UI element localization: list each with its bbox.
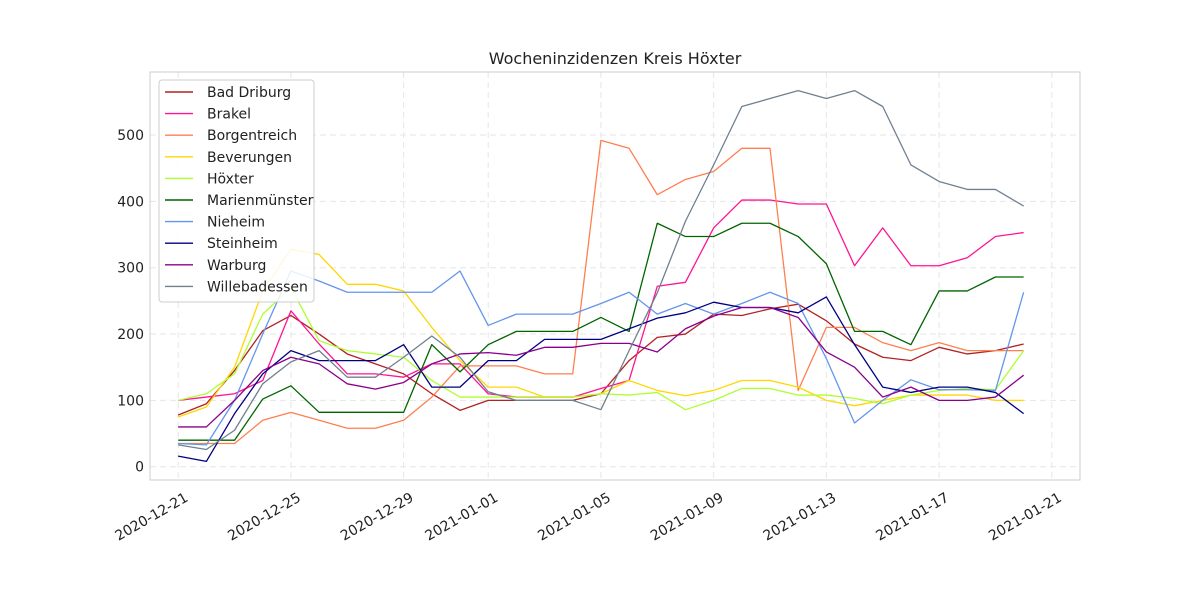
series-line-borgentreich (178, 139, 1024, 445)
y-tick-label: 200 (117, 327, 144, 343)
legend-label: Nieheim (207, 215, 265, 231)
series-line-steinheim (178, 296, 1025, 463)
series-line-marienm-nster (178, 222, 1024, 441)
series-line-willebadessen (178, 89, 1024, 451)
legend: Bad Driburg Brakel Borgentreich Beverungen H… (158, 79, 315, 303)
legend-label: Höxter (207, 171, 254, 187)
legend-label: Steinheim (207, 236, 278, 252)
y-axis-ticks: 0 100 200 300 400 500 (117, 128, 144, 476)
legend-label: Willebadessen (207, 279, 308, 295)
series-line-warburg (178, 306, 1025, 428)
legend-label: Beverungen (207, 150, 292, 166)
y-tick-label: 300 (117, 261, 144, 277)
plot-frame (149, 71, 1081, 481)
y-tick-label: 0 (135, 460, 144, 476)
y-tick-label: 100 (117, 393, 144, 409)
legend-box (158, 79, 315, 303)
series-line-nieheim (178, 270, 1025, 446)
chart-title: Wocheninzidenzen Kreis Höxter (489, 49, 742, 68)
y-tick-label: 500 (117, 128, 144, 144)
legend-label: Borgentreich (207, 128, 297, 144)
legend-label: Warburg (207, 258, 266, 274)
y-tick-label: 400 (117, 194, 144, 210)
series-line-h-xter (178, 286, 1025, 411)
series-lines (177, 89, 1025, 463)
series-line-brakel (178, 199, 1024, 402)
legend-label: Marienmünster (207, 193, 314, 209)
legend-label: Brakel (207, 107, 251, 123)
legend-label: Bad Driburg (207, 85, 291, 101)
